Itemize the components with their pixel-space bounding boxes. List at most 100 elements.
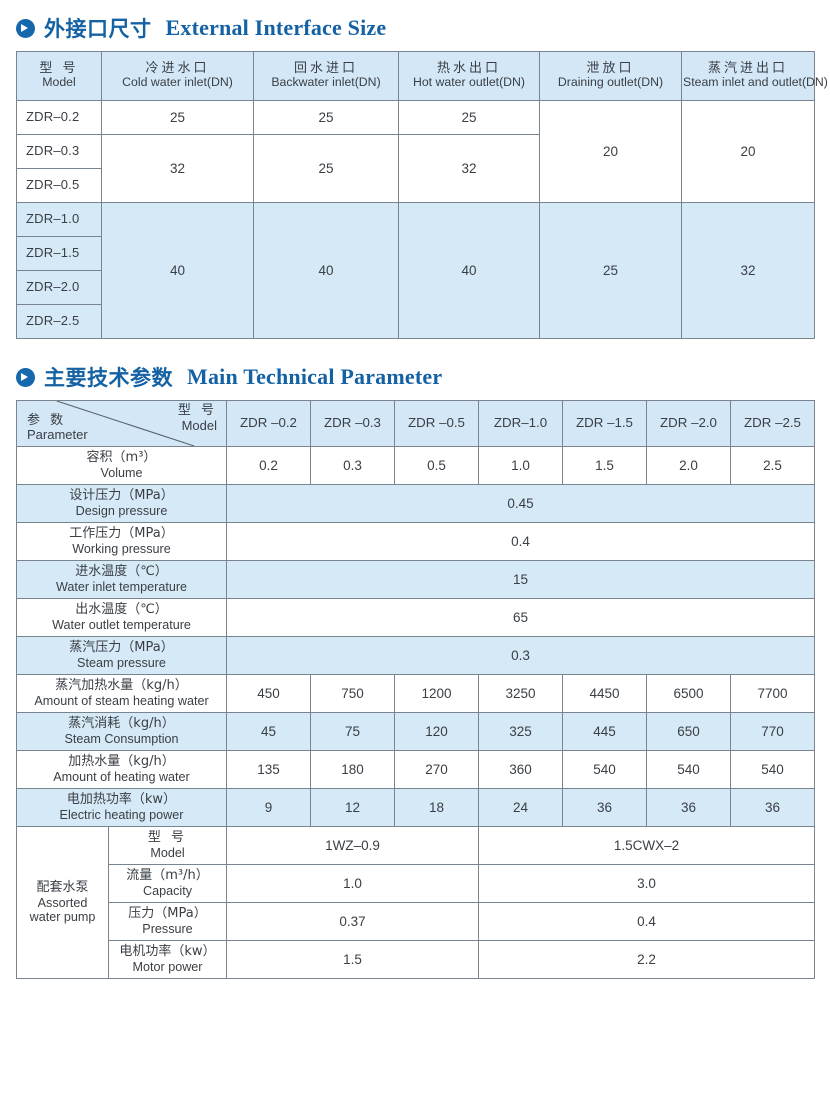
col-header-zdr-0-3: ZDR –0.3: [310, 400, 395, 447]
table-row-steam-pressure: 蒸汽压力（MPa） Steam pressure 0.3: [16, 636, 815, 675]
table-row-pump-capacity: 流量（m³/h） Capacity 1.0 3.0: [17, 864, 815, 903]
cell-steam-heating-water-zdr-2-5: 7700: [730, 674, 815, 713]
cell-volume-zdr-2-5: 2.5: [730, 446, 815, 485]
col-header-model-en: Model: [42, 75, 76, 90]
col-header-steam-inlet-outlet-cn: 蒸汽进出口: [707, 60, 788, 76]
param-label-steam-consumption-en: Steam Consumption: [64, 731, 179, 746]
table-row: ZDR–1.0 40 40 40 25 32: [16, 202, 815, 339]
cell-design-pressure-all: 0.45: [226, 484, 815, 523]
main-technical-parameter-table: 参 数 Parameter 型 号 Model ZDR –0.2 ZDR –0.…: [16, 400, 815, 979]
param-label-amount-heating-water: 加热水量（kg/h） Amount of heating water: [16, 750, 227, 789]
col-header-hot-water-outlet-cn: 热水出口: [436, 60, 501, 76]
table-row-pump-motor-power: 电机功率（kw） Motor power 1.5 2.2: [17, 940, 815, 979]
cell-steam-heating-water-zdr-2-0: 6500: [646, 674, 731, 713]
cell-electric-heating-power-zdr-0-3: 12: [310, 788, 395, 827]
param-label-design-pressure: 设计压力（MPa） Design pressure: [16, 484, 227, 523]
pump-sublabel-model-cn: 型 号: [147, 830, 188, 846]
table-row-amount-heating-water: 加热水量（kg/h） Amount of heating water 135 1…: [16, 750, 815, 789]
corner-header-model-cn: 型 号: [177, 403, 217, 418]
param-label-volume-cn: 容积（m³）: [86, 450, 157, 466]
table-row-electric-heating-power: 电加热功率（kw） Electric heating power 9 12 18…: [16, 788, 815, 827]
section1-title-en: External Interface Size: [165, 15, 387, 40]
param-label-amount-steam-heating-water: 蒸汽加热水量（kg/h） Amount of steam heating wat…: [16, 674, 227, 713]
col-header-cold-water-inlet: 冷进水口 Cold water inlet(DN): [101, 51, 254, 101]
cell-electric-heating-power-zdr-1-0: 24: [478, 788, 563, 827]
col-header-zdr-2-0: ZDR –2.0: [646, 400, 731, 447]
cell-volume-zdr-0-2: 0.2: [226, 446, 311, 485]
cell-hot-water-outlet-zdr-0-2: 25: [398, 100, 540, 135]
model-zdr-0-3: ZDR–0.3: [16, 134, 102, 169]
table-header-row: 型 号 Model 冷进水口 Cold water inlet(DN) 回水进口…: [16, 51, 828, 101]
cell-steam-inlet-outlet-small: 20: [681, 100, 815, 203]
cell-electric-heating-power-zdr-2-5: 36: [730, 788, 815, 827]
col-header-zdr-0-2: ZDR –0.2: [226, 400, 311, 447]
param-label-amount-heating-water-cn: 加热水量（kg/h）: [68, 754, 175, 770]
cell-heating-water-zdr-2-5: 540: [730, 750, 815, 789]
cell-steam-heating-water-zdr-0-2: 450: [226, 674, 311, 713]
model-zdr-0-2: ZDR–0.2: [16, 100, 102, 135]
table-row-design-pressure: 设计压力（MPa） Design pressure 0.45: [16, 484, 815, 523]
param-label-water-outlet-temperature-en: Water outlet temperature: [52, 617, 191, 632]
cell-electric-heating-power-zdr-1-5: 36: [562, 788, 647, 827]
table-row: ZDR–0.5: [16, 168, 815, 203]
table-header-row: 参 数 Parameter 型 号 Model ZDR –0.2 ZDR –0.…: [16, 400, 815, 447]
param-label-design-pressure-en: Design pressure: [75, 503, 168, 518]
cell-steam-consumption-zdr-1-0: 325: [478, 712, 563, 751]
col-header-cold-water-inlet-cn: 冷进水口: [145, 60, 210, 76]
cell-pump-model-large: 1.5CWX–2: [478, 826, 815, 865]
cell-steam-consumption-zdr-1-5: 445: [562, 712, 647, 751]
cell-water-inlet-temperature-all: 15: [226, 560, 815, 599]
cell-cold-water-inlet-zdr-0-3-0-5: 32: [101, 134, 254, 203]
section-heading-external-interface-size: 外接口尺寸 External Interface Size: [16, 0, 814, 50]
cell-draining-outlet-large: 25: [539, 202, 682, 339]
cell-draining-outlet-small: 20: [539, 100, 682, 203]
cell-hot-water-outlet-zdr-0-3-0-5: 32: [398, 134, 540, 203]
param-label-working-pressure: 工作压力（MPa） Working pressure: [16, 522, 227, 561]
col-header-zdr-1-5: ZDR –1.5: [562, 400, 647, 447]
cell-backwater-inlet-zdr-0-3-0-5: 25: [253, 134, 399, 203]
cell-pump-capacity-small: 1.0: [226, 864, 479, 903]
table-row-water-outlet-temperature: 出水温度（℃） Water outlet temperature 65: [16, 598, 815, 637]
pump-sublabel-motor-power-en: Motor power: [132, 959, 203, 974]
section2-title-cn: 主要技术参数: [44, 366, 173, 390]
pump-sublabel-motor-power: 电机功率（kw） Motor power: [108, 940, 227, 979]
pump-sublabel-capacity-en: Capacity: [143, 883, 192, 898]
cell-working-pressure-all: 0.4: [226, 522, 815, 561]
param-label-working-pressure-en: Working pressure: [72, 541, 171, 556]
col-header-zdr-0-5: ZDR –0.5: [394, 400, 479, 447]
pump-sublabel-pressure-en: Pressure: [142, 921, 193, 936]
cell-volume-zdr-0-5: 0.5: [394, 446, 479, 485]
pump-sublabel-pressure-cn: 压力（MPa）: [128, 906, 207, 922]
corner-header-model-en: Model: [181, 417, 217, 433]
col-header-draining-outlet-cn: 泄放口: [586, 60, 635, 76]
cell-steam-heating-water-zdr-0-5: 1200: [394, 674, 479, 713]
cell-pump-pressure-large: 0.4: [478, 902, 815, 941]
table-row: ZDR–0.3 32 25 32: [16, 134, 815, 203]
col-header-backwater-inlet-en: Backwater inlet(DN): [271, 75, 381, 90]
model-zdr-1-0: ZDR–1.0: [16, 202, 102, 237]
param-label-electric-heating-power-cn: 电加热功率（kw）: [66, 792, 177, 808]
col-header-model: 型 号 Model: [16, 51, 102, 101]
section2-title-en: Main Technical Parameter: [187, 364, 443, 389]
param-label-design-pressure-cn: 设计压力（MPa）: [69, 488, 174, 504]
pump-sublabel-model-en: Model: [150, 845, 185, 860]
diagonal-divider-icon: [56, 401, 195, 446]
col-header-hot-water-outlet: 热水出口 Hot water outlet(DN): [398, 51, 540, 101]
cell-electric-heating-power-zdr-0-5: 18: [394, 788, 479, 827]
col-header-backwater-inlet: 回水进口 Backwater inlet(DN): [253, 51, 399, 101]
cell-heating-water-zdr-0-2: 135: [226, 750, 311, 789]
pump-sublabel-capacity-cn: 流量（m³/h）: [126, 868, 209, 884]
param-label-volume: 容积（m³） Volume: [16, 446, 227, 485]
col-header-zdr-2-5: ZDR –2.5: [730, 400, 815, 447]
table-row-pump-model: 配套水泵 Assorted water pump 型 号 Model 1WZ–0…: [16, 826, 815, 979]
cell-water-outlet-temperature-all: 65: [226, 598, 815, 637]
cell-heating-water-zdr-0-3: 180: [310, 750, 395, 789]
cell-steam-consumption-zdr-0-2: 45: [226, 712, 311, 751]
cell-volume-zdr-1-5: 1.5: [562, 446, 647, 485]
param-label-water-outlet-temperature: 出水温度（℃） Water outlet temperature: [16, 598, 227, 637]
cell-volume-zdr-0-3: 0.3: [310, 446, 395, 485]
model-zdr-0-5: ZDR–0.5: [16, 168, 102, 203]
col-header-steam-inlet-outlet: 蒸汽进出口 Steam inlet and outlet(DN): [681, 51, 828, 101]
cell-pump-motor-power-small: 1.5: [226, 940, 479, 979]
